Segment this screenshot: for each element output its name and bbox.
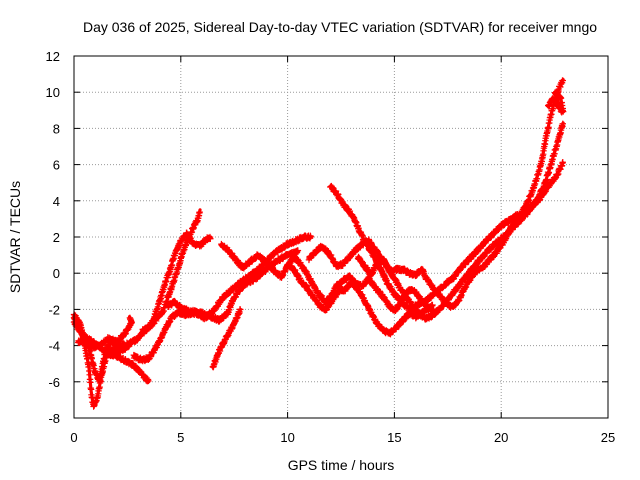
y-tick-label: 6: [53, 158, 60, 173]
data-point: [87, 379, 94, 386]
y-tick-label: 4: [53, 194, 60, 209]
grid: [74, 56, 608, 418]
series-track-8: [164, 247, 302, 325]
chart-title: Day 036 of 2025, Sidereal Day-to-day VTE…: [83, 19, 597, 35]
data-point: [237, 306, 244, 313]
y-tick-label: 0: [53, 266, 60, 281]
y-axis-label: SDTVAR / TECUs: [7, 181, 23, 293]
y-tick-label: 2: [53, 230, 60, 245]
series-track-15: [544, 89, 567, 116]
data-point: [207, 235, 214, 242]
x-tick-label: 25: [601, 430, 615, 445]
x-tick-label: 10: [280, 430, 294, 445]
series-track-12: [327, 158, 566, 314]
y-tick-label: 12: [46, 49, 60, 64]
axis-ticks: [73, 55, 609, 419]
y-tick-label: -2: [48, 302, 60, 317]
x-tick-label: 0: [70, 430, 77, 445]
data-point: [294, 247, 302, 254]
y-tick-label: -6: [48, 375, 60, 390]
data-point: [145, 377, 152, 385]
y-tick-label: -4: [48, 339, 60, 354]
x-tick-label: 15: [387, 430, 401, 445]
series-track-6: [139, 229, 214, 336]
data-point: [307, 233, 314, 240]
data-point: [126, 314, 134, 322]
series-track-4: [75, 334, 152, 385]
y-tick-label: -8: [48, 411, 60, 426]
x-tick-label: 20: [494, 430, 508, 445]
y-tick-label: 10: [46, 85, 60, 100]
series-track-9: [209, 306, 244, 371]
series-track-10: [218, 240, 436, 315]
x-tick-label: 5: [177, 430, 184, 445]
series-track-7: [130, 232, 314, 365]
y-tick-labels: -8 -6 -4 -2 0 2 4 6 8 10 12: [46, 49, 60, 426]
x-tick-labels: 0 5 10 15 20 25: [70, 430, 615, 445]
data-point: [87, 386, 95, 393]
y-tick-label: 8: [53, 121, 60, 136]
data-points: [70, 77, 567, 410]
data-point: [196, 208, 203, 216]
x-axis-label: GPS time / hours: [288, 457, 395, 473]
